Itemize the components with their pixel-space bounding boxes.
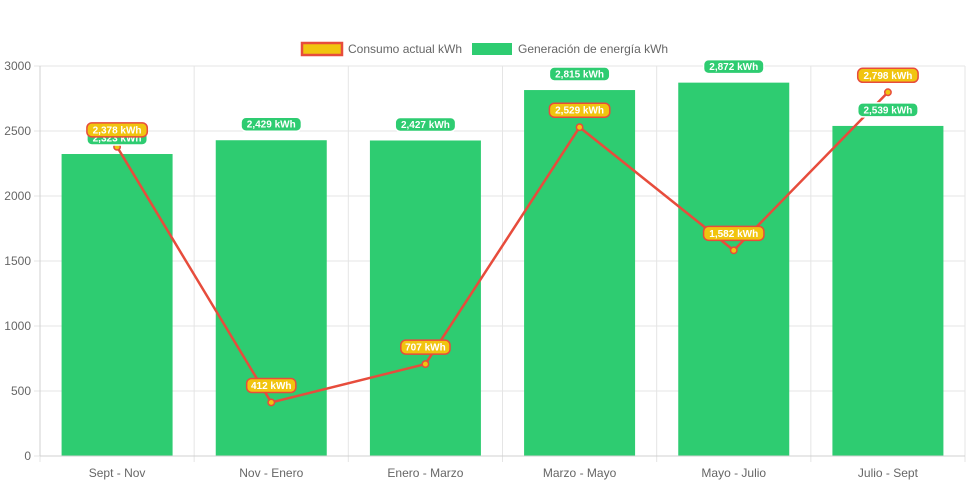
x-tick-label: Mayo - Julio [701, 466, 766, 480]
data-label-text: 2,378 kWh [93, 125, 142, 136]
line-point [729, 246, 738, 255]
bar [215, 140, 327, 457]
data-label: 2,529 kWh [548, 102, 611, 118]
x-tick-label: Nov - Enero [239, 466, 303, 480]
data-label-box [856, 102, 919, 118]
data-label-box [856, 67, 919, 84]
x-tick-label: Enero - Marzo [387, 466, 463, 480]
data-label-text: 2,529 kWh [555, 106, 604, 117]
y-tick-label: 1000 [4, 319, 31, 333]
y-tick-label: 2500 [4, 124, 31, 138]
legend[interactable]: Consumo actual kWh Generación de energía … [300, 41, 668, 57]
line-point [575, 123, 584, 132]
data-labels: 2,323 kWh 2,429 kWh 2,427 kWh 2,815 kWh 2,87… [86, 58, 919, 394]
data-label: 2,427 kWh [394, 116, 457, 133]
data-label-text: 2,429 kWh [247, 120, 296, 131]
grid [34, 65, 966, 462]
data-label: 412 kWh [245, 377, 297, 394]
legend-swatch-generacion [472, 43, 512, 55]
data-label: 2,539 kWh [856, 102, 919, 118]
data-label: 2,815 kWh [548, 66, 611, 82]
legend-swatch-consumo [300, 41, 344, 57]
bar [832, 125, 944, 457]
bar-series [61, 82, 944, 457]
data-label: 2,798 kWh [856, 67, 919, 84]
data-label-box [86, 122, 149, 138]
legend-label-consumo: Consumo actual kWh [348, 42, 462, 56]
data-label-text: 412 kWh [251, 381, 292, 392]
line-point [267, 398, 276, 407]
data-label-box [394, 116, 457, 133]
data-label: 1,582 kWh [702, 225, 765, 242]
bar [524, 90, 636, 457]
legend-item-consumo[interactable]: Consumo actual kWh [300, 41, 462, 57]
data-label-box [702, 225, 765, 242]
x-tick-label: Marzo - Mayo [543, 466, 617, 480]
data-label: 2,872 kWh [702, 58, 765, 75]
line-point [883, 88, 892, 97]
data-label-text: 2,427 kWh [401, 120, 450, 131]
data-label-text: 2,539 kWh [863, 105, 912, 116]
data-label-text: 2,815 kWh [555, 70, 604, 81]
data-label-text: 1,582 kWh [709, 229, 758, 240]
y-tick-label: 0 [24, 449, 31, 463]
x-tick-label: Sept - Nov [89, 466, 146, 480]
data-label-text: 2,872 kWh [709, 62, 758, 73]
axes: 0 500 1000 1500 2000 2500 3000 Sept - Nov Nov - … [4, 59, 965, 480]
data-label-box [702, 58, 765, 75]
line-series-path [116, 91, 889, 404]
data-label-box [400, 339, 451, 355]
data-label: 2,378 kWh [86, 122, 149, 138]
data-label-box [548, 102, 611, 118]
data-label-text: 2,798 kWh [863, 71, 912, 82]
y-tick-label: 3000 [4, 59, 31, 73]
x-tick-label: Julio - Sept [858, 466, 919, 480]
bar [678, 82, 790, 456]
data-label-text: 707 kWh [405, 343, 446, 354]
data-label-box [240, 116, 303, 132]
line-series [113, 88, 892, 407]
data-label: 2,429 kWh [240, 116, 303, 132]
data-label-box [245, 377, 297, 394]
line-point [421, 360, 430, 369]
data-label-text: 2,323 kWh [93, 134, 142, 145]
bar [61, 154, 173, 456]
y-tick-label: 500 [11, 384, 31, 398]
y-tick-label: 2000 [4, 189, 31, 203]
data-label-box [548, 66, 611, 82]
y-tick-label: 1500 [4, 254, 31, 268]
legend-label-generacion: Generación de energía kWh [518, 42, 668, 56]
data-label: 707 kWh [400, 339, 451, 355]
bar [369, 140, 481, 457]
legend-item-generacion[interactable]: Generación de energía kWh [472, 42, 668, 56]
